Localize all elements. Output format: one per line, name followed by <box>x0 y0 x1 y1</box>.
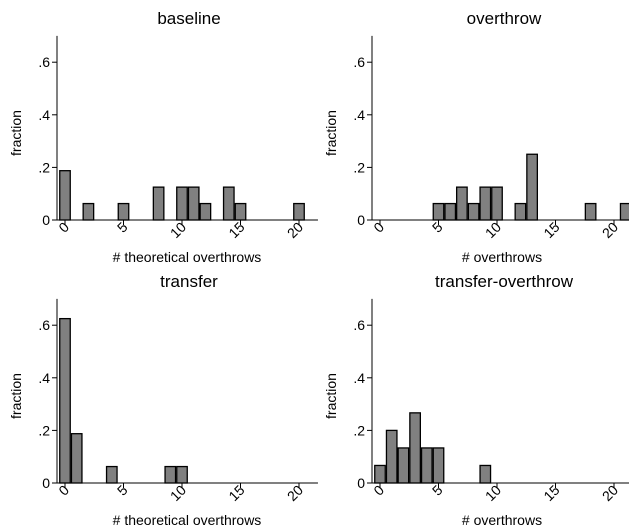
histogram-bar <box>222 186 235 221</box>
x-tick-label: 20 <box>284 219 306 241</box>
histogram-bar <box>479 186 492 221</box>
histogram-bar <box>70 433 83 484</box>
histogram-bar <box>374 464 386 484</box>
y-axis-title: fraction <box>323 110 339 156</box>
x-axis-title: # overthrows <box>462 512 542 525</box>
y-tick-label: .6 <box>353 317 365 333</box>
histogram-bar <box>187 186 200 221</box>
histogram-bar <box>420 447 433 484</box>
x-tick-label: 5 <box>429 482 446 499</box>
histogram-bar <box>432 202 445 221</box>
chart-panel-2: overthrow 0 .2 .4 .6 fraction 0 5 10 15 20 # overth… <box>323 9 629 265</box>
histogram-bar <box>199 202 212 221</box>
panel-title: transfer-overthrow <box>435 272 574 291</box>
x-tick-label: 0 <box>370 482 387 499</box>
histogram-bar <box>176 186 188 221</box>
x-axis-title: # theoretical overthrows <box>113 249 262 265</box>
chart-panel-1: baseline 0 .2 .4 .6 fraction 0 5 10 15 20 # theoret… <box>8 9 318 265</box>
panel-title: baseline <box>157 9 220 28</box>
y-tick-label: .4 <box>38 107 50 123</box>
x-tick-label: 10 <box>167 219 189 241</box>
histogram-bar <box>467 202 480 221</box>
histogram-bar <box>526 153 538 221</box>
histogram-bar <box>444 202 457 221</box>
x-tick-label: 10 <box>482 219 504 241</box>
histogram-bar <box>176 465 188 484</box>
x-tick-label: 20 <box>599 482 621 504</box>
panel-title: transfer <box>160 272 218 291</box>
y-axis-title: fraction <box>8 373 24 419</box>
y-tick-label: 0 <box>357 475 365 491</box>
histogram-bar <box>397 447 410 484</box>
x-tick-label: 15 <box>540 482 562 504</box>
x-axis-title: # overthrows <box>462 249 542 265</box>
histogram-bar <box>152 186 165 221</box>
y-tick-label: 0 <box>42 212 50 228</box>
x-tick-label: 10 <box>167 482 189 504</box>
y-tick-label: .4 <box>353 107 365 123</box>
histogram-bar <box>409 412 422 484</box>
y-tick-label: 0 <box>42 475 50 491</box>
x-tick-label: 20 <box>284 482 306 504</box>
x-tick-label: 0 <box>55 482 72 499</box>
x-tick-label: 15 <box>225 482 247 504</box>
histogram-bar <box>479 464 492 484</box>
y-axis-title: fraction <box>323 373 339 419</box>
y-tick-label: .4 <box>38 370 50 386</box>
histogram-bar <box>584 202 597 221</box>
histogram-bar <box>59 170 71 221</box>
histogram-bar <box>82 202 95 221</box>
histogram-bar <box>234 202 247 221</box>
histogram-bar <box>432 447 445 484</box>
histogram-bar <box>164 465 177 484</box>
x-tick-label: 5 <box>114 219 131 236</box>
x-tick-label: 5 <box>429 219 446 236</box>
histogram-bar <box>105 465 118 484</box>
histogram-bar <box>385 429 398 484</box>
x-tick-label: 10 <box>482 482 504 504</box>
histogram-bar <box>59 317 71 484</box>
y-tick-label: 0 <box>357 212 365 228</box>
y-tick-label: .6 <box>38 317 50 333</box>
chart-panel-4: transfer-overthrow 0 .2 .4 .6 fraction 0 5 10 15 2… <box>323 272 629 525</box>
histogram-bar <box>455 186 468 221</box>
y-tick-label: .6 <box>38 54 50 70</box>
y-tick-label: .4 <box>353 370 365 386</box>
x-tick-label: 0 <box>370 219 387 236</box>
y-tick-label: .2 <box>353 159 365 175</box>
y-tick-label: .6 <box>353 54 365 70</box>
panel-title: overthrow <box>467 9 542 28</box>
histogram-bar <box>619 202 629 221</box>
y-tick-label: .2 <box>353 422 365 438</box>
x-tick-label: 15 <box>540 219 562 241</box>
histogram-bar <box>514 202 527 221</box>
y-tick-label: .2 <box>38 159 50 175</box>
chart-panel-3: transfer 0 .2 .4 .6 fraction 0 5 10 15 20 # theoret… <box>8 272 318 525</box>
y-tick-label: .2 <box>38 422 50 438</box>
x-tick-label: 0 <box>55 219 72 236</box>
y-axis-title: fraction <box>8 110 24 156</box>
histogram-bar <box>293 202 305 221</box>
x-tick-label: 20 <box>599 219 621 241</box>
x-tick-label: 15 <box>225 219 247 241</box>
histogram-bar <box>117 202 130 221</box>
x-axis-title: # theoretical overthrows <box>113 512 262 525</box>
histogram-bar <box>491 186 503 221</box>
x-tick-label: 5 <box>114 482 131 499</box>
